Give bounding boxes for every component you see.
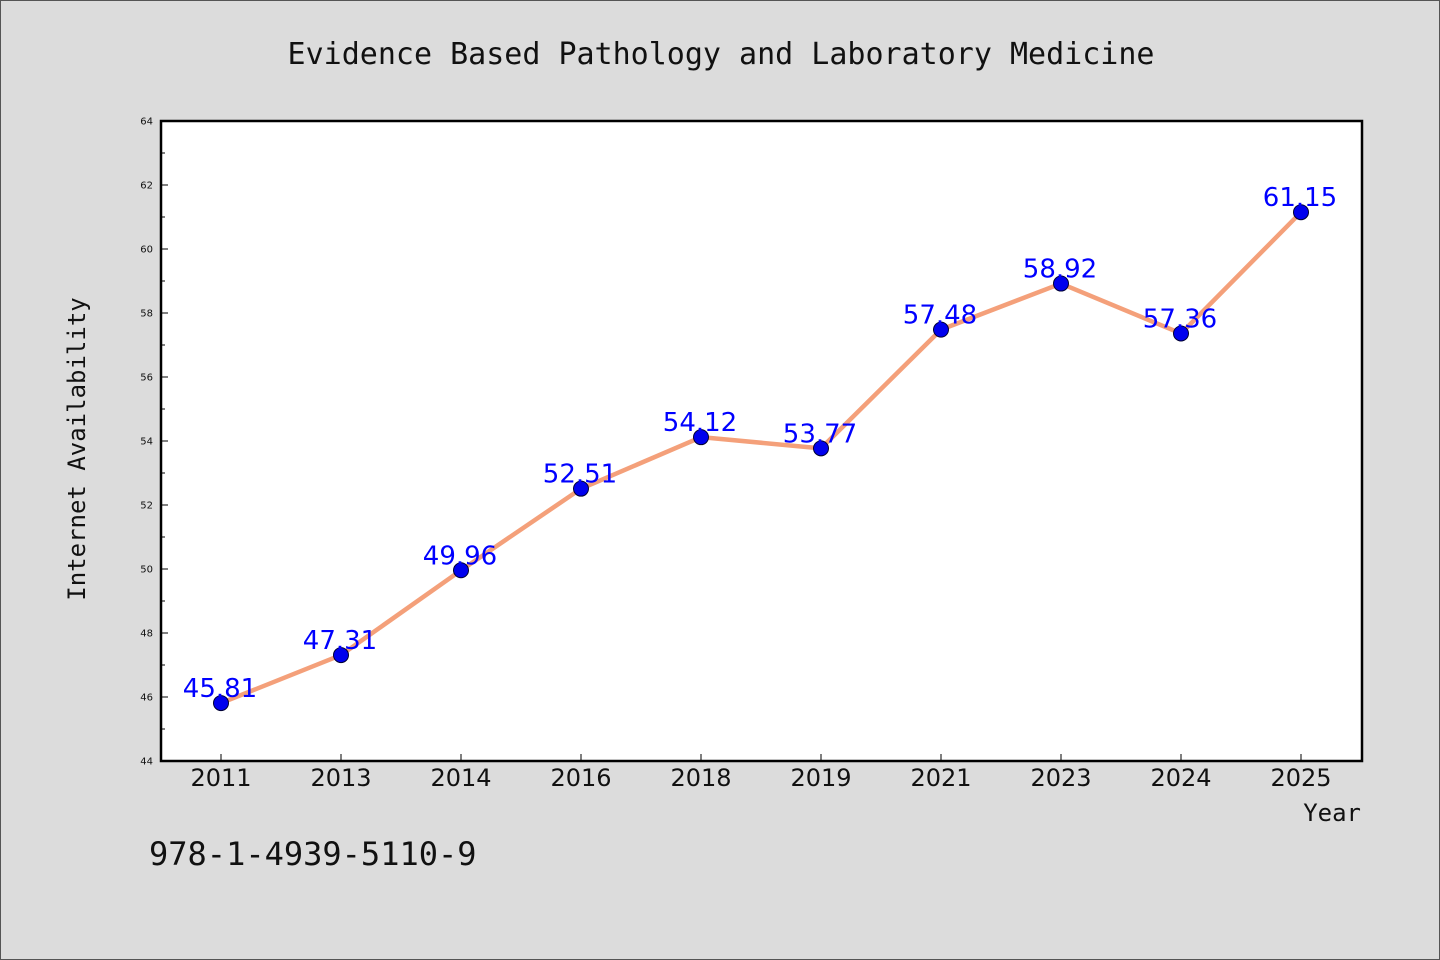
x-tick-label: 2019 — [790, 764, 851, 792]
data-label: 54.12 — [663, 408, 737, 438]
isbn-footer: 978-1-4939-5110-9 — [149, 835, 477, 873]
x-tick-label: 2025 — [1270, 764, 1331, 792]
data-label: 49.96 — [423, 541, 497, 571]
y-tick-label: 60 — [140, 245, 153, 256]
y-tick-label: 62 — [140, 181, 153, 192]
data-point — [1293, 204, 1309, 221]
data-point — [573, 480, 589, 497]
data-point — [813, 440, 829, 457]
x-tick-label: 2018 — [670, 764, 731, 792]
y-tick-label: 46 — [140, 693, 153, 704]
x-tick-label: 2011 — [190, 764, 251, 792]
data-point — [693, 429, 709, 446]
data-label: 57.48 — [903, 301, 977, 331]
data-label: 53.77 — [783, 419, 857, 449]
data-label: 58.92 — [1023, 255, 1097, 285]
data-label: 47.31 — [303, 626, 377, 656]
x-axis-label: Year — [1303, 799, 1361, 827]
series-line — [220, 210, 1303, 706]
y-axis: 44 46 48 50 52 54 56 58 60 62 64 — [140, 117, 168, 768]
series-layer: 45.81 47.31 49.96 52.51 54.12 53.77 57.48 58.92… — [183, 183, 1337, 712]
data-label: 57.36 — [1143, 304, 1217, 334]
data-label: 45.81 — [183, 674, 257, 704]
y-tick-label: 52 — [140, 501, 153, 512]
data-label: 61.15 — [1263, 183, 1337, 213]
y-tick-label: 58 — [140, 309, 153, 320]
x-tick-label: 2023 — [1030, 764, 1091, 792]
x-tick-label: 2016 — [550, 764, 611, 792]
data-point — [1053, 275, 1069, 292]
y-tick-label: 54 — [140, 437, 153, 448]
chart-title: Evidence Based Pathology and Laboratory … — [288, 37, 1155, 72]
y-tick-label: 50 — [140, 565, 153, 576]
y-axis-label: Internet Availability — [63, 297, 91, 600]
data-point — [933, 321, 949, 338]
data-point — [453, 562, 469, 579]
y-tick-label: 56 — [140, 373, 153, 384]
x-tick-label: 2024 — [1150, 764, 1211, 792]
y-tick-label: 44 — [140, 757, 153, 768]
x-tick-label: 2014 — [430, 764, 491, 792]
data-point — [1173, 325, 1189, 342]
y-tick-label: 64 — [140, 117, 153, 128]
data-label: 52.51 — [543, 460, 617, 490]
data-point — [213, 695, 229, 712]
y-tick-label: 48 — [140, 629, 153, 640]
x-tick-label: 2021 — [910, 764, 971, 792]
x-axis: 2011 2013 2014 2016 2018 2019 2021 2023 2024 2025 — [190, 754, 1332, 792]
data-point — [333, 647, 349, 664]
x-tick-label: 2013 — [310, 764, 371, 792]
